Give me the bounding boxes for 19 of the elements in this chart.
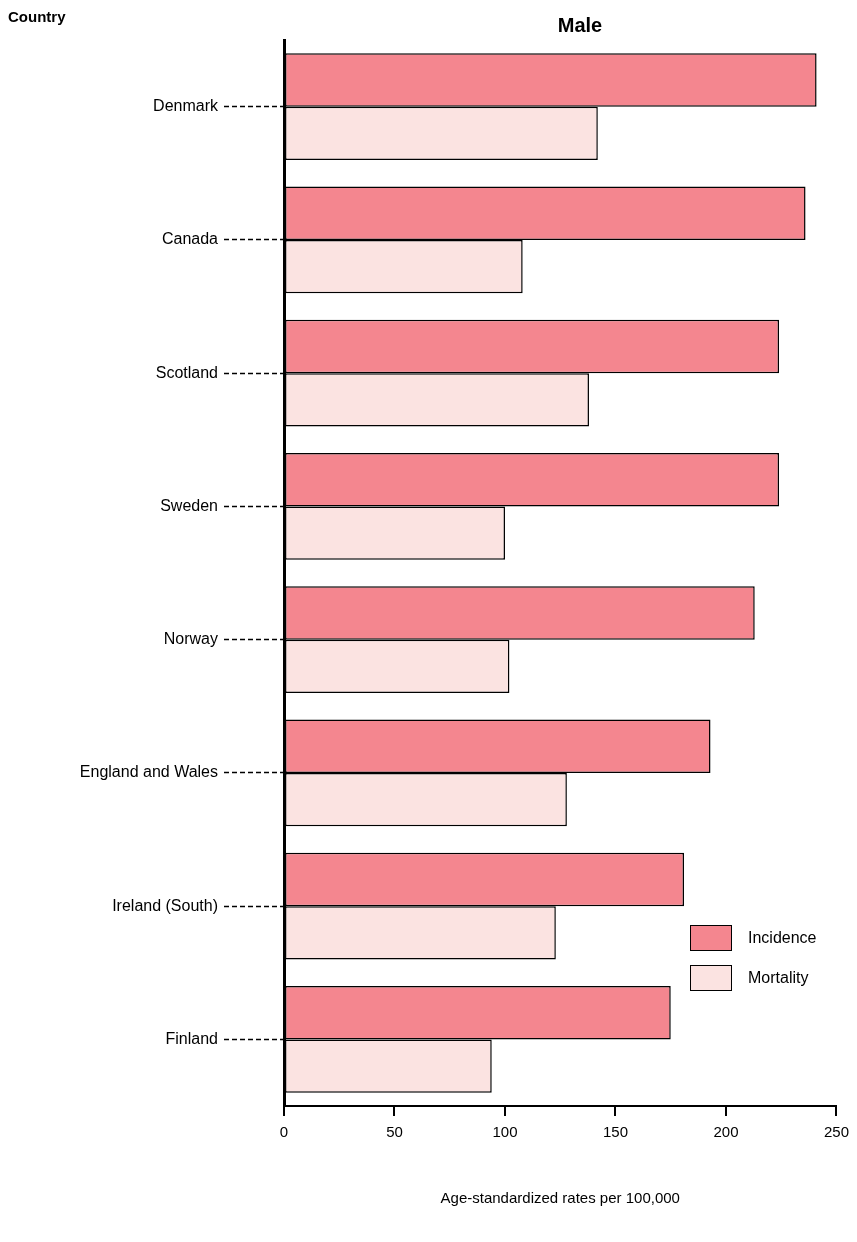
chart-title: Male [556,14,604,37]
y-axis-title: Country [8,8,66,25]
x-tick-label: 250 [823,1123,849,1141]
legend-label: Incidence [748,929,817,947]
y-tick-label: Ireland (South) [112,896,218,914]
y-tick-label: Scotland [155,363,218,381]
x-tick-label: 50 [386,1123,403,1141]
x-tick-label: 100 [492,1123,518,1141]
y-tick-label: Sweden [160,496,218,514]
x-axis-title: Age-standardized rates per 100,000 [440,1189,680,1207]
y-tick-label: Canada [161,230,219,248]
y-tick-label: Norway [163,630,218,648]
x-tick-label: 200 [713,1123,739,1141]
y-tick-label: Denmark [153,97,219,115]
y-tick-label: Finland [165,1029,218,1047]
x-tick-label: 0 [279,1123,289,1141]
legend-label: Mortality [748,969,809,987]
y-tick-label: England and Wales [79,763,218,781]
x-tick-label: 150 [602,1123,629,1141]
